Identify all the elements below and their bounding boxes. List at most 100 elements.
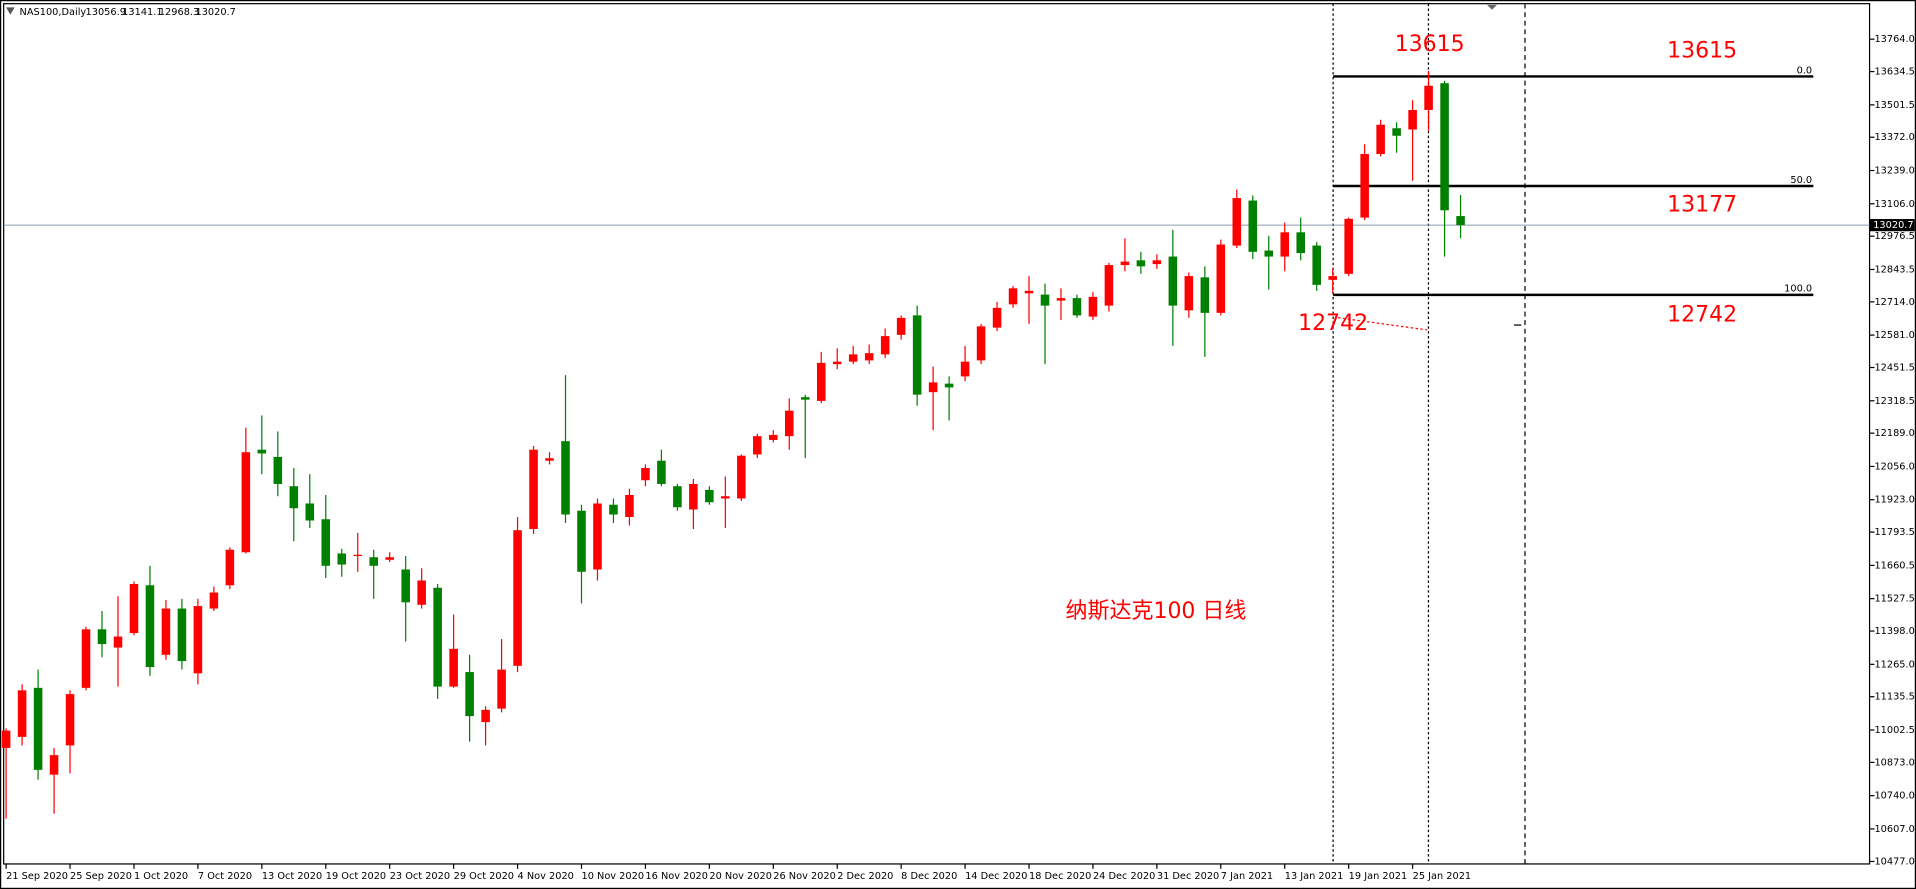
candle-body	[1360, 154, 1369, 218]
x-tick-label: 25 Sep 2020	[70, 871, 132, 882]
candle-body	[577, 510, 586, 572]
candle-body	[928, 382, 938, 393]
header-low: 12968.3	[159, 7, 199, 18]
candle-body	[1296, 232, 1306, 254]
y-tick-label: 11660.5	[1874, 560, 1914, 571]
symbol: NAS100,Daily	[20, 7, 87, 18]
annotation: 12742	[1667, 302, 1737, 327]
candle-body	[1408, 109, 1417, 130]
candle-body	[1168, 256, 1178, 306]
candle-body	[337, 553, 347, 565]
header-open: 13056.9	[86, 7, 126, 18]
candle-body	[353, 554, 363, 557]
candle-body	[1456, 216, 1465, 226]
y-tick-label: 13239.0	[1874, 166, 1914, 177]
candle-body	[17, 690, 27, 737]
candle-body	[273, 456, 283, 484]
candle-body	[529, 449, 538, 529]
candle-body	[561, 441, 570, 515]
x-tick-label: 31 Dec 2020	[1157, 871, 1219, 882]
candle-body	[305, 503, 315, 521]
candle-body	[1040, 294, 1050, 306]
x-tick-label: 10 Nov 2020	[581, 871, 644, 882]
y-tick-label: 13106.0	[1874, 199, 1914, 210]
y-tick-label: 10477.0	[1874, 856, 1914, 867]
candle-body	[1424, 85, 1433, 110]
candle-body	[960, 361, 970, 377]
x-tick-label: 13 Oct 2020	[262, 871, 322, 882]
candle-body	[1264, 250, 1274, 257]
y-tick-label: 12581.0	[1874, 330, 1914, 341]
candle-body	[545, 458, 554, 461]
candle-body	[161, 608, 171, 655]
fib-label: 100.0	[1784, 284, 1812, 295]
x-tick-label: 1 Oct 2020	[134, 871, 188, 882]
candle-body	[1008, 288, 1018, 305]
candle-body	[177, 608, 187, 662]
candle-body	[593, 503, 602, 570]
header-high: 13141.1	[122, 7, 162, 18]
candle-body	[225, 549, 235, 586]
candle-body	[848, 354, 858, 362]
annotation: 13615	[1667, 38, 1737, 63]
candle-body	[193, 606, 203, 674]
caption: 纳斯达克100 日线	[1066, 599, 1247, 624]
y-tick-label: 13764.0	[1874, 34, 1914, 45]
candle-body	[705, 489, 714, 503]
x-tick-label: 2 Dec 2020	[837, 871, 893, 882]
y-tick-label: 10873.0	[1874, 757, 1914, 768]
annotation: 13615	[1395, 32, 1465, 57]
x-tick-label: 7 Jan 2021	[1221, 871, 1273, 882]
candle-body	[97, 629, 107, 645]
candle-body	[800, 397, 810, 400]
y-tick-label: 12056.0	[1874, 461, 1914, 472]
candle-body	[1136, 260, 1146, 267]
candle-body	[657, 460, 666, 484]
x-tick-label: 19 Oct 2020	[326, 871, 386, 882]
x-tick-label: 21 Sep 2020	[6, 871, 68, 882]
candle-body	[1120, 261, 1130, 266]
candle-body	[129, 584, 139, 634]
candle-body	[81, 629, 91, 688]
candle-body	[1200, 277, 1210, 313]
candle-body	[673, 486, 682, 508]
candle-body	[880, 336, 890, 355]
candle-body	[417, 580, 426, 605]
candle-body	[912, 315, 922, 395]
candle-body	[1392, 128, 1401, 136]
price-label: 13020.7	[1873, 220, 1913, 231]
x-tick-label: 20 Nov 2020	[709, 871, 772, 882]
candle-body	[1280, 232, 1290, 257]
candle-body	[1248, 200, 1258, 252]
trend-line	[1337, 317, 1428, 331]
candle-body	[321, 519, 331, 566]
y-tick-label: 12318.5	[1874, 396, 1914, 407]
shift-marker	[1487, 4, 1497, 10]
candle-body	[1344, 218, 1353, 274]
candle-body	[1088, 296, 1098, 317]
candle-body	[33, 687, 43, 770]
candle-body	[513, 530, 522, 666]
candle-body	[49, 755, 59, 775]
candle-body	[433, 587, 442, 687]
candle-body	[289, 486, 299, 509]
y-tick-label: 11135.5	[1874, 692, 1914, 703]
fib-label: 50.0	[1790, 175, 1812, 186]
header-icon	[6, 7, 15, 15]
price-box	[1869, 219, 1915, 232]
candle-body	[625, 494, 634, 517]
y-tick-label: 11923.0	[1874, 495, 1914, 506]
header-close: 13020.7	[196, 7, 236, 18]
y-tick-label: 11002.5	[1874, 725, 1914, 736]
candle-body	[753, 436, 762, 455]
candle-body	[1376, 124, 1385, 155]
x-tick-label: 8 Dec 2020	[901, 871, 957, 882]
candle-body	[784, 410, 794, 437]
x-tick-label: 16 Nov 2020	[645, 871, 708, 882]
y-tick-label: 12976.5	[1874, 231, 1914, 242]
y-tick-label: 13634.5	[1874, 67, 1914, 78]
x-tick-label: 13 Jan 2021	[1285, 871, 1344, 882]
